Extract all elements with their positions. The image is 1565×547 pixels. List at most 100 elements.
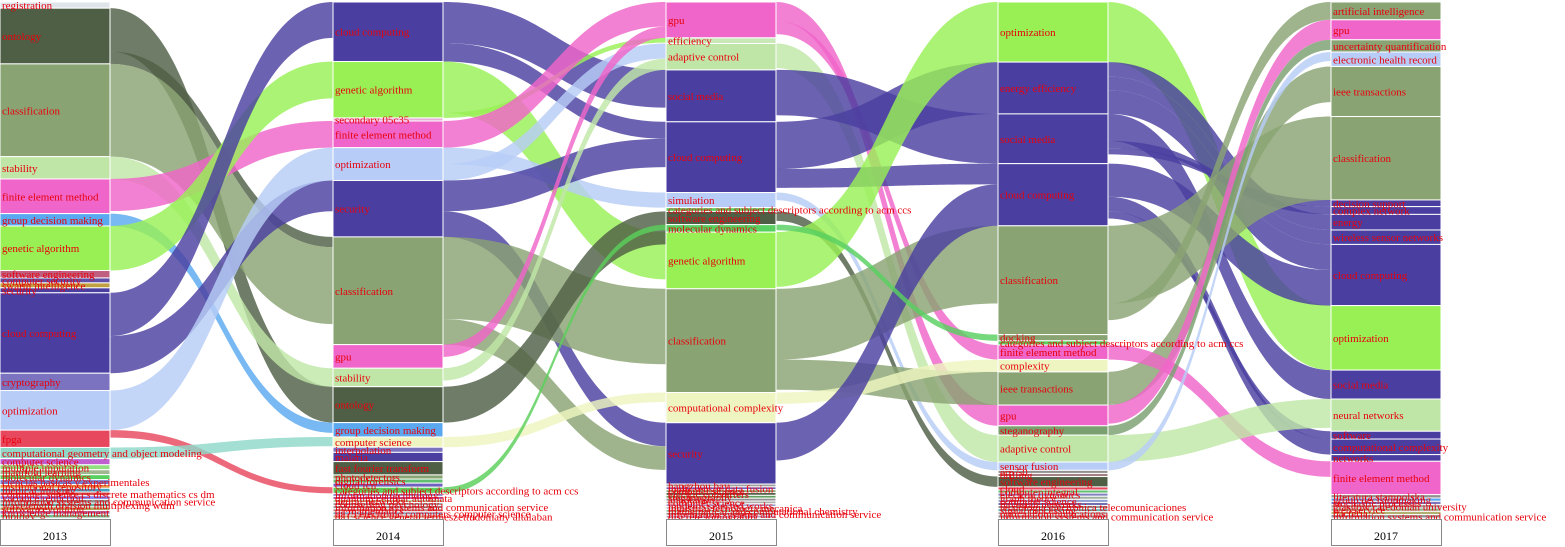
flow-group-decision-making-to-group-decision-making [110, 213, 333, 433]
year-box [1331, 519, 1442, 546]
node-label: categories and subject descriptors accor… [668, 205, 911, 217]
node-label: stability [2, 163, 38, 175]
node-label: software engineering [668, 213, 761, 225]
node-label: ciencias basicas y experimentales [2, 477, 150, 489]
node-label: fast fourier transform [335, 463, 430, 475]
flow-security-to-cloud-computing [443, 138, 666, 212]
node-label: software engineering [1000, 477, 1093, 489]
flow-sensor-fusion-to-electronic-health-record [1108, 52, 1331, 471]
node-label: efficiency [668, 36, 712, 48]
node-classification[interactable] [332, 236, 444, 346]
node-label: multiple imputation [2, 462, 90, 474]
node-computational-complexity[interactable] [665, 392, 777, 424]
node-label: adaptive control [1000, 444, 1071, 456]
node-label: knowledge management [2, 507, 109, 519]
flow-optimization-to-adaptive-control [443, 43, 666, 181]
node-label: qa75 electronic computers computer scien… [335, 508, 531, 520]
node-classification[interactable] [997, 225, 1109, 336]
node-finite-element-method[interactable] [332, 120, 444, 149]
flow-stability-to-adaptive-control [443, 58, 666, 381]
node-label: information systems and communication se… [335, 502, 548, 514]
node-label: computer science [668, 497, 745, 509]
node-label: modelos selected works [668, 500, 773, 512]
node-biology[interactable] [0, 513, 111, 519]
node-neural-networks[interactable] [1330, 398, 1442, 432]
node-information-systems-and-communication-service[interactable] [997, 514, 1109, 519]
node-label: medical imaging [2, 485, 76, 497]
node-social-media[interactable] [1330, 369, 1442, 400]
node-label: gpu [335, 351, 352, 363]
node-label: gpu [1333, 25, 1350, 37]
node-cloud-computing[interactable] [997, 163, 1109, 227]
node-genetic-algorithm[interactable] [0, 225, 111, 272]
node-security[interactable] [332, 179, 444, 238]
node-label: complexity [1000, 361, 1050, 373]
node-label: optimization [335, 159, 391, 171]
node-label: electronic health record [1333, 54, 1437, 66]
node-cloud-computing[interactable] [0, 292, 111, 374]
node-label: industrial tecnologia mecanica [668, 503, 803, 515]
node-label: finite element method [335, 129, 432, 141]
node-optimization[interactable] [997, 1, 1109, 63]
node-finite-element-method[interactable] [0, 178, 111, 215]
node-label: computer science [1000, 496, 1077, 508]
node-qa1-science-general-termeszettudomany-altalaban[interactable] [332, 514, 444, 519]
node-label: fpga [2, 434, 22, 446]
flow-energy-efficiency-to-energy [1108, 62, 1331, 230]
node-information-systems-and-communication-service[interactable] [1330, 514, 1442, 519]
node-label: erp 50 [1000, 467, 1028, 479]
node-label: bayesian networks [1000, 499, 1082, 511]
node-ontology[interactable] [0, 7, 111, 65]
node-label: electron dynamics [1000, 490, 1080, 502]
node-label: software evolution [2, 504, 85, 516]
node-label: software [1333, 430, 1371, 442]
node-cloud-computing[interactable] [1330, 243, 1442, 307]
node-label: cloud computing [335, 27, 410, 39]
node-label: cryptography [2, 377, 61, 389]
node-social-media[interactable] [997, 113, 1109, 165]
node-energy-efficiency[interactable] [997, 61, 1109, 115]
node-label: molecular dynamics [2, 472, 91, 484]
flow-cloud-computing-to-cloud-computing [443, 43, 666, 139]
node-optimization[interactable] [1330, 305, 1442, 371]
flow-gpu-to-gpu [443, 26, 666, 357]
node-label: social media [1333, 380, 1388, 392]
node-classification[interactable] [0, 63, 111, 158]
node-label: classification [668, 336, 727, 348]
node-label: cloud computing [1333, 270, 1408, 282]
node-label: multi sensor data fusion [668, 483, 774, 495]
node-label: information systems and communication se… [668, 509, 881, 521]
year-label: 2017 [1374, 529, 1398, 543]
node-label: social media [668, 91, 723, 103]
year-box [666, 519, 777, 546]
node-optimization[interactable] [0, 390, 111, 431]
year-axis: 2013 2014 2015 2016 2017 [0, 519, 1442, 546]
node-label: web service [1333, 505, 1385, 517]
node-label: sensor fusion [1000, 461, 1059, 473]
year-box [998, 519, 1109, 546]
node-label: hangzhou bay [668, 480, 730, 492]
node-ieee-transactions[interactable] [1330, 66, 1442, 118]
node-gpu[interactable] [665, 1, 777, 39]
node-discrete-tomography[interactable] [665, 514, 777, 519]
flow-classification-to-classification [110, 63, 333, 325]
node-label: signal processing [1000, 505, 1077, 517]
node-optimization[interactable] [332, 147, 444, 181]
node-genetic-algorithm[interactable] [665, 231, 777, 290]
node-label: computer security [2, 275, 82, 287]
node-label: classification [335, 286, 394, 298]
node-label: computational complexity [668, 403, 784, 415]
node-label: wavelength division multiplexing wdm [2, 500, 175, 512]
label-layer: registration ontology classification stabil… [2, 0, 1546, 523]
node-label: annotation [668, 495, 715, 507]
flow-finite-element-method-to-gpu [443, 2, 666, 148]
flow-cloud-computing-to-software [1108, 211, 1331, 440]
node-classification[interactable] [1330, 116, 1442, 201]
flow-computational-complexity-to-complexity [776, 359, 998, 404]
node-label: mathematical and computational chemistry [668, 506, 858, 518]
node-genetic-algorithm[interactable] [332, 60, 444, 119]
node-finite-element-method[interactable] [1330, 460, 1442, 496]
node-ontology[interactable] [332, 386, 444, 424]
node-label: optical communications [1000, 508, 1105, 520]
